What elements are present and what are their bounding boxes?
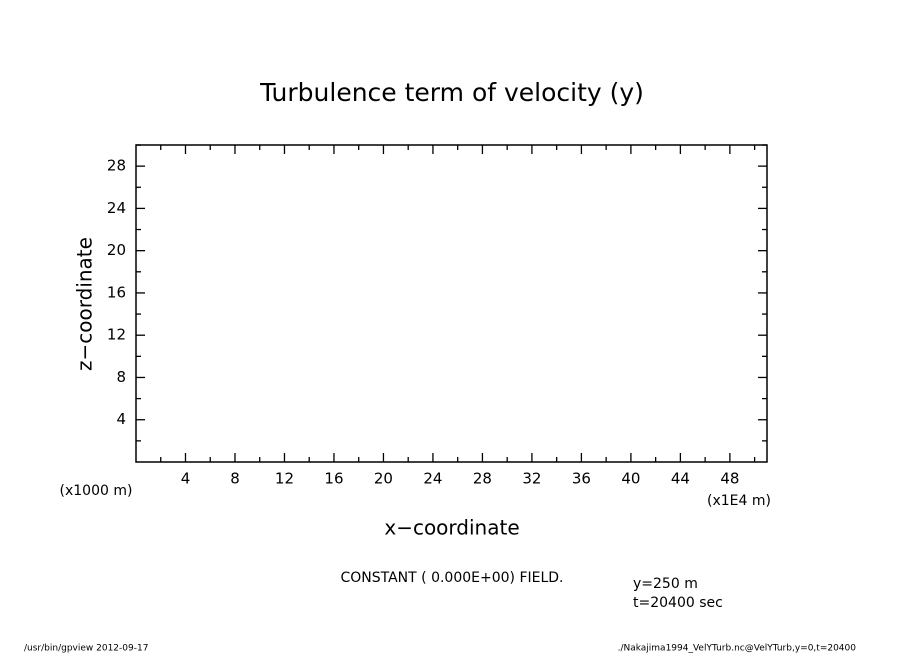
x-tick-label: 4 xyxy=(181,470,191,488)
x-tick-label: 48 xyxy=(720,470,739,488)
plot-frame xyxy=(135,144,768,463)
field-note: CONSTANT ( 0.000E+00) FIELD. xyxy=(340,570,563,586)
chart-title: Turbulence term of velocity (y) xyxy=(259,78,644,107)
y-tick-label: 4 xyxy=(116,410,126,428)
y-unit: (x1000 m) xyxy=(60,483,133,499)
x-tick-label: 12 xyxy=(275,470,294,488)
x-tick-label: 24 xyxy=(423,470,442,488)
y-tick-label: 24 xyxy=(107,199,126,217)
x-tick-label: 8 xyxy=(230,470,240,488)
y-tick-label: 12 xyxy=(107,326,126,344)
x-tick-label: 40 xyxy=(621,470,640,488)
x-tick-label: 20 xyxy=(374,470,393,488)
x-tick-label: 28 xyxy=(473,470,492,488)
y-axis-label: z−coordinate xyxy=(73,237,97,371)
y-tick-label: 20 xyxy=(107,241,126,259)
x-tick-label: 36 xyxy=(572,470,591,488)
x-tick-label: 44 xyxy=(671,470,690,488)
info-line: t=20400 sec xyxy=(633,595,723,611)
x-tick-label: 16 xyxy=(324,470,343,488)
footer-right: ./Nakajima1994_VelYTurb.nc@VelYTurb,y=0,… xyxy=(618,644,857,654)
x-axis-label: x−coordinate xyxy=(384,516,519,540)
info-line: y=250 m xyxy=(633,576,698,592)
y-tick-label: 8 xyxy=(116,368,126,386)
footer-left: /usr/bin/gpview 2012-09-17 xyxy=(24,644,148,654)
x-tick-label: 32 xyxy=(522,470,541,488)
x-unit: (x1E4 m) xyxy=(707,493,771,509)
y-tick-label: 16 xyxy=(107,283,126,301)
y-tick-label: 28 xyxy=(107,157,126,175)
